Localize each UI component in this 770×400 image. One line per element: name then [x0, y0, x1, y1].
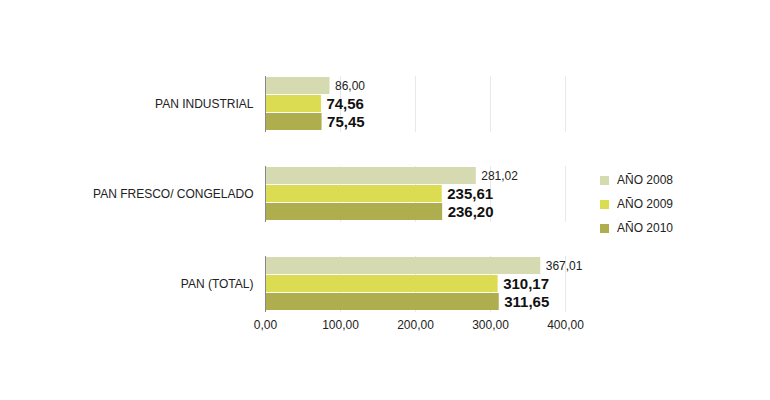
svg-text:236,20: 236,20: [448, 203, 494, 220]
svg-text:367,01: 367,01: [546, 259, 583, 273]
html-text:AÑO 2009: AÑO 2009: [617, 197, 673, 211]
html-text:AÑO 2010: AÑO 2010: [617, 221, 673, 235]
svg-text:200,00: 200,00: [397, 318, 434, 332]
svg-text:235,61: 235,61: [447, 185, 493, 202]
html-text:AÑO 2008: AÑO 2008: [617, 173, 673, 187]
svg-text:100,00: 100,00: [322, 318, 359, 332]
svg-text:0,00: 0,00: [254, 318, 278, 332]
svg-text:400,00: 400,00: [547, 318, 584, 332]
svg-text:PAN (TOTAL): PAN (TOTAL): [181, 277, 254, 291]
svg-text:PAN INDUSTRIAL: PAN INDUSTRIAL: [155, 97, 254, 111]
svg-text:86,00: 86,00: [335, 79, 365, 93]
svg-text:310,17: 310,17: [503, 275, 549, 292]
svg-text:311,65: 311,65: [504, 293, 549, 310]
svg-text:74,56: 74,56: [326, 95, 364, 112]
svg-text:281,02: 281,02: [481, 169, 518, 183]
svg-text:300,00: 300,00: [472, 318, 509, 332]
svg-text:PAN FRESCO/ CONGELADO: PAN FRESCO/ CONGELADO: [93, 187, 253, 201]
svg-text:75,45: 75,45: [327, 113, 365, 130]
